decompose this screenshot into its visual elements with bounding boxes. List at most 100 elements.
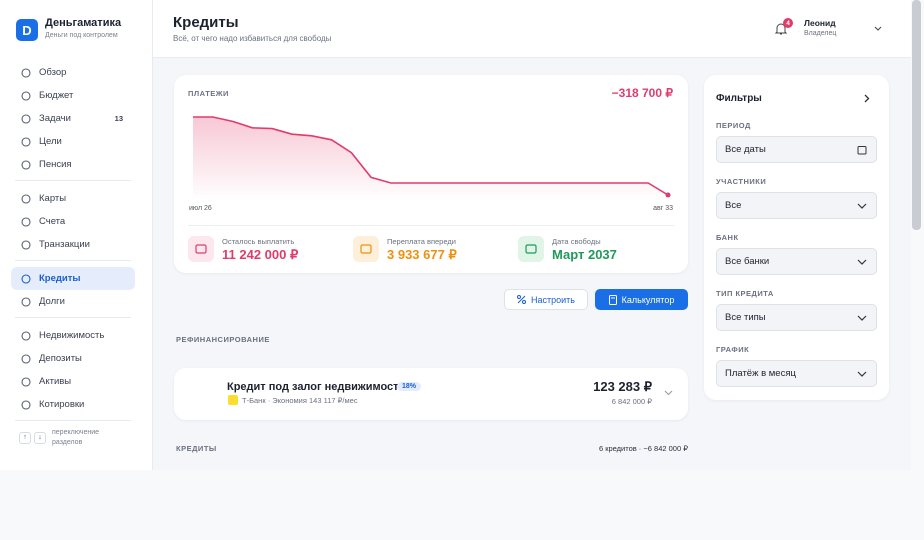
- nav-item[interactable]: Бюджет: [11, 84, 135, 107]
- nav-item[interactable]: Активы: [11, 370, 135, 393]
- refinancing-heading: РЕФИНАНСИРОВАНИЕ: [176, 335, 270, 344]
- icon-shape: [857, 315, 867, 321]
- nav-separator: [15, 180, 131, 181]
- header: Кредиты Всё, от чего надо избавиться для…: [153, 0, 911, 58]
- icon-shape: [21, 296, 31, 307]
- nav-item[interactable]: Карты: [11, 187, 135, 210]
- nav-label: Долги: [39, 296, 65, 307]
- stat-icon: [188, 236, 214, 262]
- user-role: Владелец: [804, 30, 837, 37]
- nav-icon: [21, 159, 31, 170]
- key: ↑: [19, 432, 31, 444]
- page-title: Кредиты: [173, 14, 239, 31]
- payments-total: −318 700 ₽: [611, 86, 673, 100]
- nav-icon: [21, 376, 31, 387]
- select-icon: [857, 315, 867, 321]
- nav-item[interactable]: Счета: [11, 210, 135, 233]
- icon: [517, 295, 526, 304]
- nav-item[interactable]: Транзакции: [11, 233, 135, 256]
- brand-tagline: Деньги под контролем: [45, 32, 118, 39]
- bank-logo: [228, 395, 238, 405]
- nav-hint: ↑ ↓ переключение разделов: [11, 428, 135, 448]
- filter-select[interactable]: Все даты: [716, 136, 877, 163]
- nav-label: Счета: [39, 216, 66, 227]
- icon-shape: [857, 146, 867, 155]
- icon-shape: [21, 193, 31, 204]
- configure-button[interactable]: Настроить: [504, 289, 588, 310]
- nav-separator: [15, 317, 131, 318]
- icon: [608, 294, 617, 305]
- nav-icon: [21, 216, 31, 227]
- logo[interactable]: D: [16, 19, 38, 41]
- sidebar: D Деньгаматика Деньги под контролем Обзо…: [0, 0, 153, 470]
- nav-label: Недвижимость: [39, 330, 105, 341]
- stat-label: Дата свободы: [552, 237, 601, 246]
- user-menu[interactable]: [874, 26, 882, 31]
- nav: Обзор Бюджет Задачи 13 Цели Пенсия Карты Счета Т…: [11, 61, 135, 448]
- filter-select[interactable]: Все банки: [716, 248, 877, 275]
- nav-icon: [21, 136, 31, 147]
- icon-shape: [21, 399, 31, 410]
- payment: 123 283 ₽: [593, 379, 652, 394]
- icon-shape: [195, 244, 207, 254]
- nav-item[interactable]: Цели: [11, 130, 135, 153]
- bank-name: Т-Банк: [242, 396, 266, 405]
- icon: [360, 244, 372, 254]
- savings: Экономия 143 117 ₽/мес: [272, 396, 358, 405]
- stat-label: Переплата впереди: [387, 237, 456, 246]
- nav-icon: [21, 399, 31, 410]
- divider: [188, 225, 674, 226]
- filters-title: Фильтры: [716, 93, 762, 104]
- nav-icon: [21, 296, 31, 307]
- nav-item[interactable]: Недвижимость: [11, 324, 135, 347]
- x-label-start: июл 26: [189, 205, 212, 212]
- line: [193, 116, 669, 196]
- nav-separator: [15, 420, 131, 421]
- nav-item[interactable]: Котировки: [11, 393, 135, 416]
- filter-select[interactable]: Все: [716, 192, 877, 219]
- refinancing-card[interactable]: Кредит под залог недвижимости 18% Т-Банк…: [174, 368, 688, 420]
- nav-label: Обзор: [39, 67, 67, 78]
- x-label-end: авг 33: [653, 205, 673, 212]
- filter-value: Все банки: [725, 256, 770, 267]
- icon-shape: [857, 259, 867, 265]
- main: ПЛАТЕЖИ −318 700 ₽ июл 26 авг 33 Осталос…: [153, 0, 911, 470]
- calculator-button[interactable]: Калькулятор: [595, 289, 688, 310]
- rate-badge: 18%: [397, 382, 422, 391]
- icon-shape: [21, 136, 31, 147]
- credits-summary: 6 кредитов · −6 842 000 ₽: [598, 444, 688, 453]
- nav-item[interactable]: Задачи 13: [11, 107, 135, 130]
- nav-item[interactable]: Долги: [11, 290, 135, 313]
- payments-card: ПЛАТЕЖИ −318 700 ₽ июл 26 авг 33 Осталос…: [174, 75, 688, 273]
- scrollbar[interactable]: [912, 0, 921, 230]
- stat-value: 3 933 677 ₽: [387, 247, 457, 262]
- filters-toggle[interactable]: [864, 94, 870, 103]
- select-icon: [857, 146, 867, 155]
- nav-icon: [21, 353, 31, 364]
- expand-icon[interactable]: [664, 390, 673, 396]
- nav-icon: [21, 113, 31, 124]
- filter-select[interactable]: Все типы: [716, 304, 877, 331]
- nav-label: Транзакции: [39, 239, 90, 250]
- nav-item[interactable]: Кредиты: [11, 267, 135, 290]
- nav-item[interactable]: Депозиты: [11, 347, 135, 370]
- page-subtitle: Всё, от чего надо избавиться для свободы: [173, 34, 332, 43]
- configure-label: Настроить: [531, 294, 575, 305]
- filter-value: Все даты: [725, 144, 766, 155]
- filter-label: БАНК: [716, 233, 739, 242]
- filter-value: Все: [725, 200, 742, 211]
- filter-select[interactable]: Платёж в месяц: [716, 360, 877, 387]
- filter-value: Платёж в месяц: [725, 368, 796, 379]
- user-name[interactable]: Леонид: [804, 18, 836, 28]
- nav-label: Кредиты: [39, 273, 81, 284]
- select-icon: [857, 371, 867, 377]
- nav-icon: [21, 193, 31, 204]
- stat-value: Март 2037: [552, 247, 617, 262]
- nav-icon: [21, 273, 31, 284]
- nav-item[interactable]: Обзор: [11, 61, 135, 84]
- filter-label: ГРАФИК: [716, 345, 750, 354]
- icon-shape: [21, 159, 31, 170]
- nav-item[interactable]: Пенсия: [11, 153, 135, 176]
- stat-value: 11 242 000 ₽: [222, 247, 299, 262]
- icon-shape: [360, 244, 372, 254]
